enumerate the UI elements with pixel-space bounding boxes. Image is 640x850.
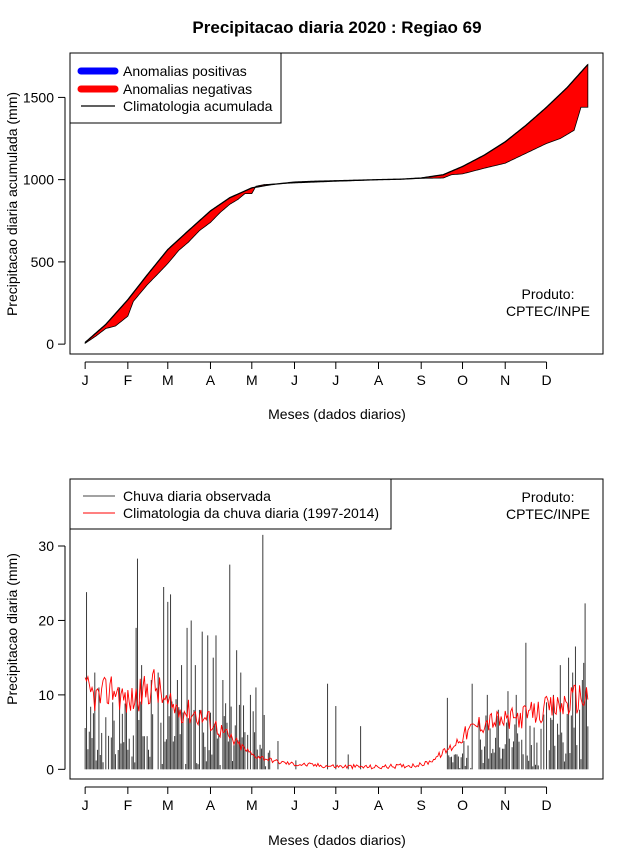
chart-title: Precipitacao diaria 2020 : Regiao 69 <box>192 18 481 37</box>
bottom-x-tick-label: A <box>206 797 216 813</box>
bottom-y-tick-label: 30 <box>38 538 54 554</box>
top-x-tick-label: O <box>457 372 468 388</box>
bottom-x-tick-label: J <box>332 797 339 813</box>
top-y-tick-label: 500 <box>31 254 55 270</box>
top-plot-frame <box>69 52 604 355</box>
top-credit-line2: CPTEC/INPE <box>506 303 590 319</box>
bottom-x-tick-label: M <box>162 797 174 813</box>
bottom-y-tick-label: 0 <box>46 761 54 777</box>
top-y-axis: 0 500 1000 1500 <box>23 89 66 352</box>
bottom-legend-box <box>69 478 392 530</box>
bottom-x-tick-label: J <box>291 797 298 813</box>
top-x-tick-label: A <box>374 372 384 388</box>
top-plot: 0 500 1000 1500 J F M A M J J A S O N D <box>23 52 604 388</box>
top-y-axis-label: Precipitacao diaria acumulada (mm) <box>4 92 20 316</box>
top-x-axis-label: Meses (dados diarios) <box>268 406 406 422</box>
bottom-plot: 0 10 20 30 J F M A M J J A S O N D <box>38 478 604 813</box>
top-x-tick-label: N <box>500 372 510 388</box>
top-x-tick-label: D <box>541 372 551 388</box>
bottom-x-tick-label: M <box>246 797 258 813</box>
top-legend: Anomalias positivas Anomalias negativas … <box>69 52 282 124</box>
bottom-x-tick-label: D <box>541 797 551 813</box>
top-x-tick-label: M <box>162 372 174 388</box>
bottom-x-tick-label: N <box>500 797 510 813</box>
bottom-credit-line1: Produto: <box>522 489 575 505</box>
bottom-legend: Chuva diaria observada Climatologia da c… <box>69 478 392 530</box>
bottom-y-axis: 0 10 20 30 <box>38 538 66 777</box>
legend-label-climatology-daily: Climatologia da chuva diaria (1997-2014) <box>123 505 379 521</box>
bottom-x-tick-label: A <box>374 797 384 813</box>
top-y-tick-label: 1000 <box>23 172 54 188</box>
top-x-tick-label: F <box>124 372 133 388</box>
top-y-tick-label: 1500 <box>23 89 54 105</box>
top-x-tick-label: J <box>82 372 89 388</box>
bottom-y-tick-label: 20 <box>38 612 54 628</box>
climatology-daily-line <box>84 669 589 770</box>
bottom-x-tick-label: S <box>417 797 426 813</box>
top-x-tick-label: S <box>417 372 426 388</box>
observed-rain-bars <box>84 534 589 770</box>
top-x-tick-label: M <box>246 372 258 388</box>
legend-label-negative: Anomalias negativas <box>123 81 252 97</box>
bottom-x-tick-label: O <box>457 797 468 813</box>
bottom-y-axis-label: Precipitacao diaria (mm) <box>4 553 20 705</box>
top-y-tick-label: 0 <box>46 336 54 352</box>
bottom-y-tick-label: 10 <box>38 687 54 703</box>
top-credit-line1: Produto: <box>522 286 575 302</box>
legend-label-climatology: Climatologia acumulada <box>123 98 273 114</box>
bottom-x-tick-label: J <box>82 797 89 813</box>
bottom-credit-line2: CPTEC/INPE <box>506 506 590 522</box>
top-x-tick-label: J <box>332 372 339 388</box>
bottom-x-tick-label: F <box>124 797 133 813</box>
legend-label-observed: Chuva diaria observada <box>123 488 271 504</box>
bottom-x-axis-label: Meses (dados diarios) <box>268 832 406 848</box>
climatology-accumulated-line <box>84 64 589 343</box>
top-x-tick-label: J <box>291 372 298 388</box>
top-x-tick-label: A <box>206 372 216 388</box>
legend-label-positive: Anomalias positivas <box>123 63 247 79</box>
